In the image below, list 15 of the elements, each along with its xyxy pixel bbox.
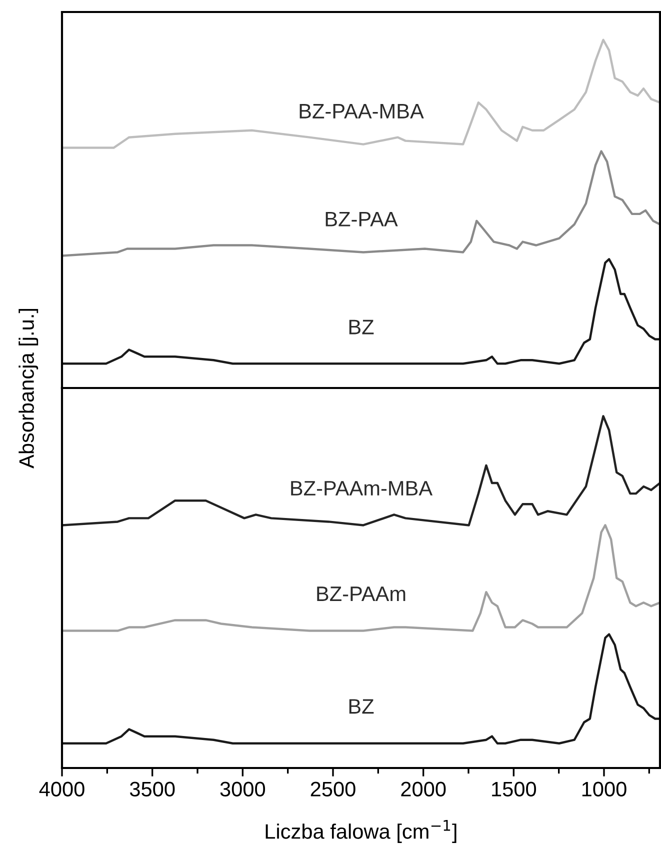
x-tick-label: 3500 (130, 782, 175, 796)
x-tick-label: 2000 (401, 782, 446, 796)
series-label: BZ (349, 699, 374, 714)
series-label: BZ-PAAm-MBA (291, 481, 433, 496)
series-label: BZ-PAAm (317, 586, 406, 601)
x-tick-label: 1000 (582, 782, 626, 796)
series-label: BZ (349, 320, 374, 334)
y-axis-title: Absorbancja [j.u.] (18, 308, 38, 468)
x-tick-label: 2500 (310, 782, 356, 796)
x-tick-label: 4000 (39, 782, 84, 796)
series-label: BZ-PAA (326, 212, 398, 226)
x-tick-label: 1500 (492, 782, 536, 796)
x-axis-title: Liczba falowa [cm$^{−1}$] (266, 820, 456, 843)
x-tick-label: 3000 (220, 782, 266, 796)
series-label: BZ-PAA-MBA (300, 104, 424, 118)
